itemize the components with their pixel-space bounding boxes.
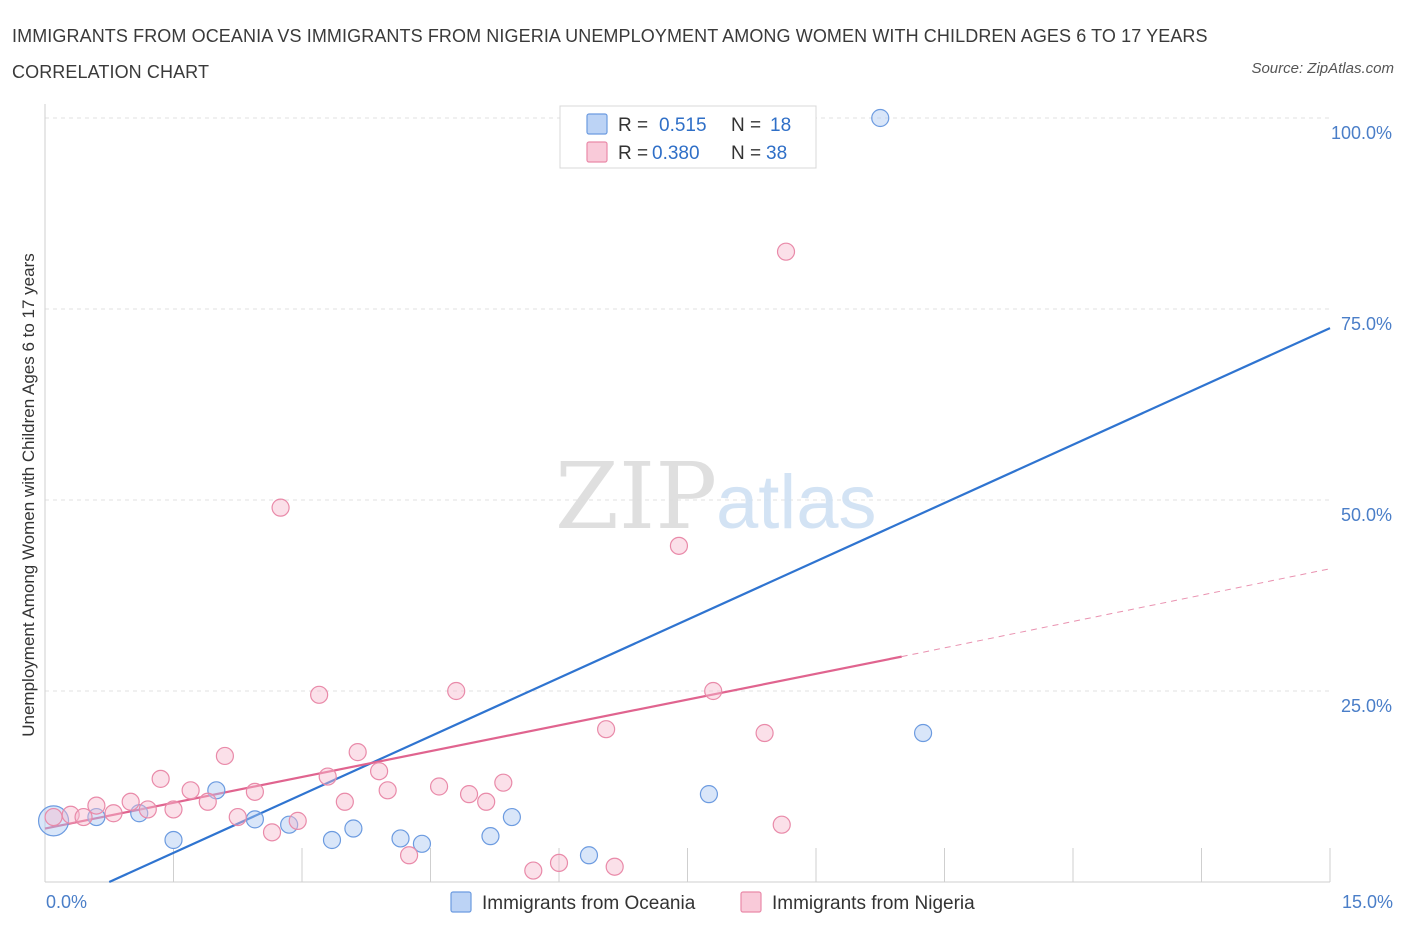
point-nigeria-20: [348, 743, 367, 762]
trend-extension-1: [901, 568, 1331, 658]
point-oceania-8: [344, 819, 363, 838]
point-nigeria-33: [669, 536, 689, 555]
axes: [44, 104, 1331, 883]
point-oceania-12: [502, 807, 521, 827]
trend-line-1: [44, 655, 902, 830]
point-nigeria-16: [288, 811, 307, 830]
y-tick-label-25: 25.0%: [1341, 696, 1392, 716]
point-oceania-7: [322, 830, 342, 850]
legend-n-value-oceania: 18: [770, 115, 791, 136]
point-nigeria-11: [215, 746, 234, 766]
y-axis-title: Unemployment Among Women with Children A…: [19, 253, 38, 737]
point-nigeria-7: [151, 769, 170, 788]
point-nigeria-18: [318, 767, 337, 786]
legend-swatch-nigeria: [586, 141, 608, 163]
legend-r-label-oceania: R =: [618, 115, 648, 136]
point-oceania-14: [699, 785, 719, 804]
bottom-legend-swatch-nigeria: [740, 891, 762, 913]
point-oceania-16: [913, 723, 933, 743]
point-nigeria-34: [704, 681, 723, 701]
legend-n-label-oceania: N =: [731, 115, 761, 136]
x-tick-label-min: 0.0%: [46, 892, 87, 912]
legend-n-label-nigeria: N =: [731, 143, 761, 164]
bottom-legend-nigeria: Immigrants from Nigeria: [772, 893, 975, 914]
trend-lines: [44, 327, 1331, 884]
point-nigeria-15: [271, 498, 290, 517]
legend-r-value-nigeria: 0.380: [652, 143, 700, 164]
x-tick-label-max: 15.0%: [1342, 892, 1393, 912]
point-nigeria-13: [245, 782, 264, 801]
series-legend: Immigrants from Oceania Immigrants from …: [450, 891, 975, 914]
legend-swatch-oceania: [586, 113, 608, 135]
point-nigeria-37: [776, 242, 796, 261]
point-nigeria-12: [228, 807, 247, 827]
point-nigeria-8: [164, 800, 183, 819]
point-oceania-15: [871, 108, 890, 128]
point-nigeria-4: [104, 804, 123, 823]
point-nigeria-0: [44, 807, 63, 827]
point-nigeria-3: [87, 796, 106, 815]
point-oceania-3: [164, 830, 183, 850]
bottom-legend-swatch-oceania: [450, 891, 472, 913]
point-oceania-13: [579, 846, 599, 865]
point-nigeria-2: [74, 807, 93, 827]
point-nigeria-27: [477, 792, 496, 811]
point-oceania-9: [391, 829, 410, 848]
point-nigeria-9: [181, 781, 200, 800]
bottom-legend-oceania: Immigrants from Oceania: [482, 893, 696, 914]
point-oceania-11: [481, 827, 500, 846]
legend-n-value-nigeria: 38: [766, 143, 787, 164]
point-nigeria-28: [494, 773, 513, 792]
legend-r-label-nigeria: R =: [618, 143, 648, 164]
point-nigeria-14: [262, 823, 282, 842]
point-nigeria-25: [447, 681, 466, 701]
point-oceania-5: [245, 810, 264, 829]
point-nigeria-5: [121, 792, 140, 811]
trend-line-0: [108, 327, 1331, 884]
point-oceania-6: [280, 815, 299, 834]
correlation-legend: R = 0.515 N = 18 R = 0.380 N = 38: [559, 105, 817, 169]
grid-lines: [45, 117, 1330, 692]
legend-r-value-oceania: 0.515: [659, 115, 707, 136]
point-nigeria-36: [772, 815, 791, 834]
point-nigeria-26: [459, 785, 479, 804]
y-tick-label-100: 100.0%: [1331, 123, 1392, 143]
watermark: ZIP atlas: [555, 443, 877, 550]
y-tick-label-50: 50.0%: [1341, 505, 1392, 525]
point-nigeria-19: [335, 792, 354, 811]
point-nigeria-10: [198, 792, 217, 811]
point-nigeria-32: [605, 857, 624, 876]
point-nigeria-22: [378, 781, 397, 800]
point-nigeria-31: [597, 720, 616, 739]
y-tick-label-75: 75.0%: [1341, 314, 1392, 334]
watermark-atlas: atlas: [716, 460, 877, 545]
y-tick-labels: 25.0% 50.0% 75.0% 100.0%: [1331, 123, 1392, 716]
data-points: [37, 108, 933, 880]
point-nigeria-23: [399, 846, 419, 865]
point-nigeria-21: [370, 762, 389, 781]
point-oceania-10: [412, 834, 432, 853]
point-nigeria-17: [310, 685, 329, 704]
watermark-zip: ZIP: [555, 443, 717, 550]
x-tick-labels: 0.0% 15.0%: [46, 892, 1393, 912]
chart-title: IMMIGRANTS FROM OCEANIA VS IMMIGRANTS FR…: [12, 26, 1208, 82]
point-nigeria-24: [429, 777, 449, 796]
chart-source: Source: ZipAtlas.com: [1251, 60, 1394, 77]
point-nigeria-30: [549, 853, 569, 873]
point-nigeria-29: [524, 861, 543, 880]
point-nigeria-6: [138, 800, 157, 819]
point-nigeria-35: [755, 723, 774, 743]
